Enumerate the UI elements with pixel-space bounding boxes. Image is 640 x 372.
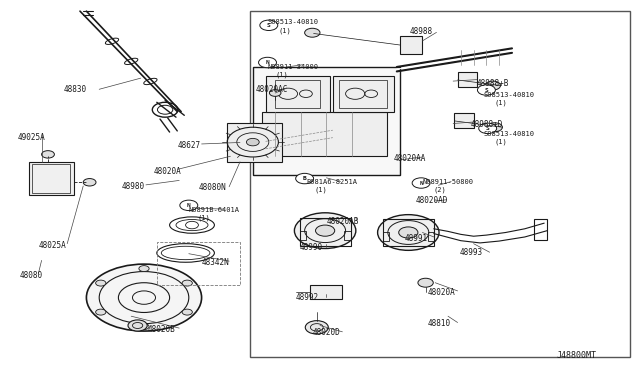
Text: 48020A: 48020A — [428, 288, 455, 296]
Bar — [344, 231, 351, 240]
Text: 48342N: 48342N — [202, 258, 229, 267]
Text: (1): (1) — [197, 214, 210, 221]
Text: S: S — [267, 23, 271, 28]
Bar — [29, 162, 74, 195]
Text: 48020AB: 48020AB — [326, 217, 359, 226]
Circle shape — [86, 264, 202, 331]
Circle shape — [487, 123, 502, 132]
Circle shape — [42, 151, 54, 158]
Bar — [250, 11, 630, 357]
Text: 49025A: 49025A — [18, 133, 45, 142]
Text: N08911-34000: N08911-34000 — [268, 64, 319, 70]
Circle shape — [305, 28, 320, 37]
Text: S08513-40810: S08513-40810 — [268, 19, 319, 25]
Circle shape — [95, 309, 106, 315]
Text: (1): (1) — [495, 99, 508, 106]
Bar — [32, 164, 70, 193]
Circle shape — [378, 215, 439, 250]
Text: (1): (1) — [278, 27, 291, 34]
Circle shape — [83, 179, 96, 186]
Text: 48020D: 48020D — [312, 328, 340, 337]
Bar — [300, 231, 306, 240]
Text: 48991: 48991 — [404, 234, 428, 243]
Bar — [300, 218, 351, 246]
Bar — [310, 285, 342, 299]
Text: 48627: 48627 — [178, 141, 201, 150]
Text: (1): (1) — [495, 138, 508, 145]
Text: (1): (1) — [275, 71, 288, 78]
Circle shape — [246, 138, 259, 146]
Circle shape — [180, 200, 198, 211]
Circle shape — [485, 81, 500, 90]
Text: S08513-40810: S08513-40810 — [483, 131, 534, 137]
Bar — [266, 76, 330, 112]
Text: 48992: 48992 — [296, 293, 319, 302]
Text: 48020B: 48020B — [147, 325, 175, 334]
Circle shape — [479, 123, 497, 134]
Bar — [454, 113, 474, 128]
Text: 48830: 48830 — [64, 85, 87, 94]
Circle shape — [259, 57, 276, 68]
Text: N: N — [187, 203, 191, 208]
Circle shape — [95, 280, 106, 286]
Bar — [383, 219, 434, 246]
Bar — [253, 67, 400, 175]
Bar — [262, 112, 387, 156]
Circle shape — [260, 20, 278, 31]
Circle shape — [305, 321, 328, 334]
Circle shape — [128, 320, 147, 331]
Text: 48988+D: 48988+D — [470, 120, 503, 129]
Text: 48020AD: 48020AD — [416, 196, 449, 205]
Bar — [400, 36, 422, 54]
Bar — [157, 242, 240, 285]
Text: N: N — [266, 60, 269, 65]
Circle shape — [294, 213, 356, 248]
Text: 48080N: 48080N — [198, 183, 226, 192]
Bar — [458, 72, 477, 87]
Circle shape — [418, 278, 433, 287]
Text: (1): (1) — [315, 186, 328, 193]
Bar — [253, 67, 400, 175]
Text: N08911-50800: N08911-50800 — [422, 179, 474, 185]
Text: J48800MT: J48800MT — [557, 351, 596, 360]
Text: S: S — [486, 126, 490, 131]
Text: S: S — [484, 87, 488, 93]
Text: N0891B-6401A: N0891B-6401A — [189, 207, 240, 213]
Text: 48980: 48980 — [122, 182, 145, 190]
Text: N: N — [419, 180, 423, 186]
Text: S08513-40810: S08513-40810 — [483, 92, 534, 98]
Circle shape — [139, 266, 149, 272]
Text: 48993: 48993 — [460, 248, 483, 257]
Text: (2): (2) — [433, 186, 446, 193]
Circle shape — [182, 309, 193, 315]
Bar — [339, 80, 387, 108]
Circle shape — [182, 280, 193, 286]
Text: 48990: 48990 — [300, 243, 323, 252]
Bar — [333, 76, 394, 112]
Text: 48025A: 48025A — [38, 241, 66, 250]
Text: 48020A: 48020A — [154, 167, 181, 176]
Circle shape — [412, 178, 430, 188]
Text: 48020AA: 48020AA — [394, 154, 426, 163]
Bar — [383, 232, 389, 241]
Circle shape — [477, 85, 495, 95]
Circle shape — [399, 227, 418, 238]
Circle shape — [139, 324, 149, 330]
Bar — [534, 219, 547, 240]
Text: 48810: 48810 — [428, 319, 451, 328]
Circle shape — [269, 90, 281, 96]
Text: 48020AC: 48020AC — [256, 85, 289, 94]
Bar — [428, 232, 434, 241]
Circle shape — [316, 225, 335, 236]
Bar — [227, 123, 282, 162]
Text: B081A6-8251A: B081A6-8251A — [306, 179, 357, 185]
Text: 48080: 48080 — [19, 271, 42, 280]
Text: 48988+B: 48988+B — [477, 79, 509, 88]
Bar — [275, 80, 320, 108]
Text: B: B — [303, 176, 307, 181]
Text: 48988: 48988 — [410, 27, 433, 36]
Circle shape — [296, 173, 314, 184]
